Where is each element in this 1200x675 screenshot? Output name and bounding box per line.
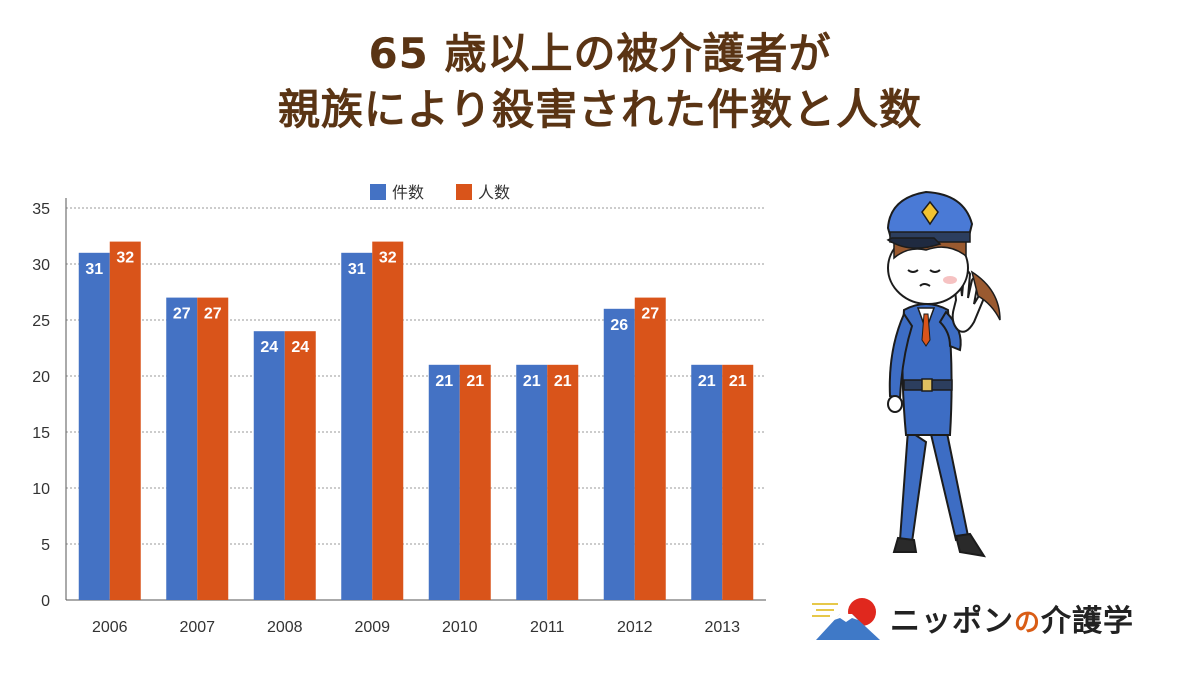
x-tick-label: 2009 [354,619,390,636]
bar [253,331,285,600]
data-label: 27 [641,306,659,323]
site-logo: ニッポンの介護学 [812,590,1172,650]
data-label: 32 [379,250,397,267]
title-line-2: 親族により殺害された件数と人数 [277,85,923,134]
x-tick-label: 2011 [530,619,565,636]
x-tick-label: 2008 [267,619,303,636]
bar [547,364,579,600]
data-label: 31 [85,261,103,278]
title-line-1: 65 歳以上の被介護者が [368,29,832,78]
data-label: 21 [698,373,716,390]
bar [516,364,548,600]
data-label: 24 [291,339,309,356]
legend-label: 人数 [478,183,510,202]
bar [603,308,635,600]
mount-fuji-icon [812,598,880,640]
bar-chart: 0 5 10 15 20 25 30 35 31 32 2006 27 27 2007 24 24 2008 31… [32,183,766,636]
y-tick-label: 0 [41,593,50,610]
chart-title: 65 歳以上の被介護者が 親族により殺害された件数と人数 [0,26,1200,138]
logo-prefix: ニッポン [890,604,1014,639]
bar [428,364,460,600]
data-label: 21 [554,373,572,390]
data-label: 21 [435,373,453,390]
bar [691,364,723,600]
data-label: 21 [523,373,541,390]
x-tick-label: 2006 [92,619,128,636]
bar [109,241,141,600]
x-tick-label: 2007 [179,619,215,636]
x-tick-label: 2013 [704,619,740,636]
data-label: 21 [729,373,747,390]
logo-text: ニッポンの介護学 [890,596,1134,640]
bar [372,241,404,600]
x-tick-label: 2012 [617,619,653,636]
logo-connector: の [1014,608,1042,638]
bar [341,252,373,601]
y-tick-label: 15 [32,425,50,442]
data-label: 32 [116,250,134,267]
bar [459,364,491,600]
x-tick-label: 2010 [442,619,478,636]
y-tick-label: 25 [32,313,50,330]
y-tick-label: 35 [32,201,50,218]
bar [197,297,229,600]
legend-swatch [370,184,386,200]
data-label: 31 [348,261,366,278]
police-officer-illustration [886,190,1001,558]
y-tick-label: 30 [32,257,50,274]
legend-swatch [456,184,472,200]
y-tick-label: 20 [32,369,50,386]
y-tick-label: 10 [32,481,50,498]
data-label: 26 [610,317,628,334]
bar [284,331,316,600]
data-label: 24 [260,339,278,356]
logo-suffix: 介護学 [1041,604,1135,639]
bar [634,297,666,600]
data-label: 21 [466,373,484,390]
bar [78,252,110,601]
legend-label: 件数 [392,183,424,202]
data-label: 27 [204,306,222,323]
y-tick-label: 5 [41,537,50,554]
bar [166,297,198,600]
data-label: 27 [173,306,191,323]
bar [722,364,754,600]
